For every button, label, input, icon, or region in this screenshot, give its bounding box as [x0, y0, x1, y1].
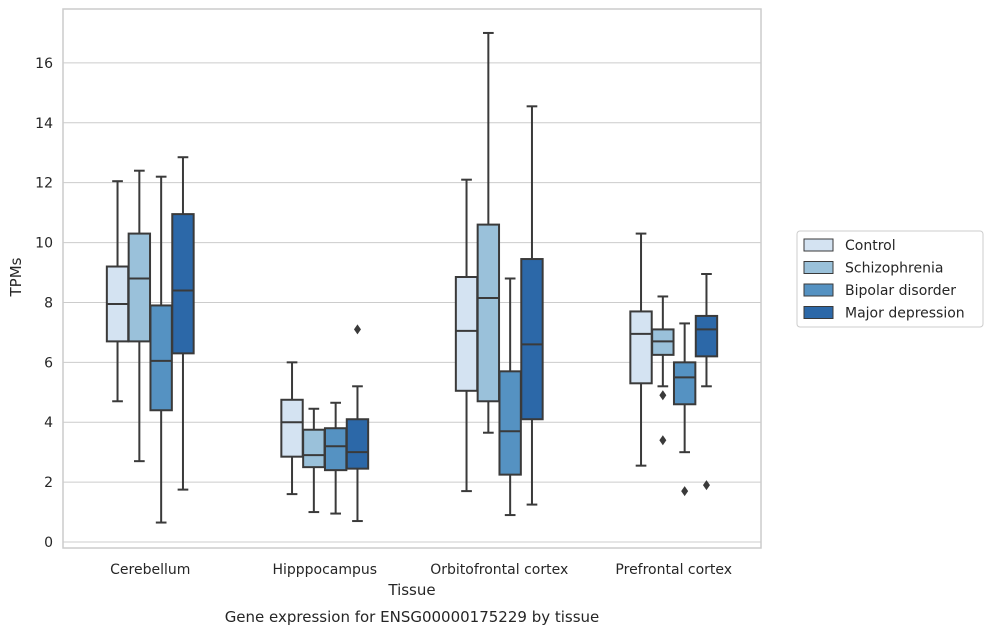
y-axis-label: TPMs — [7, 257, 25, 297]
series-3 — [149, 175, 697, 524]
legend-swatch — [803, 283, 834, 297]
x-tick-label-3: Orbitofrontal cortex — [430, 562, 568, 578]
y-tick-label-16: 16 — [35, 56, 53, 72]
series-4 — [171, 105, 719, 523]
legend-label: Bipolar disorder — [845, 283, 956, 299]
outlier-point-1 — [659, 390, 667, 401]
box-1-2 — [280, 361, 304, 496]
series-2 — [127, 31, 675, 514]
x-tick-label-1: Cerebellum — [110, 562, 190, 578]
figure-caption: Gene expression for ENSG00000175229 by t… — [225, 608, 600, 626]
box-iqr — [629, 310, 653, 385]
box-series — [105, 31, 719, 524]
box-iqr — [345, 418, 370, 470]
legend-swatch — [803, 238, 834, 252]
legend-item-3: Bipolar disorder — [803, 283, 956, 299]
box-iqr — [694, 314, 719, 358]
y-tick-label-0: 0 — [44, 535, 53, 551]
box-iqr — [498, 370, 522, 476]
outlier-point-1 — [353, 324, 361, 335]
box-iqr — [454, 276, 479, 392]
box-3-1 — [149, 175, 173, 524]
x-tick-label-2: Hipppocampus — [272, 562, 377, 578]
box-3-3 — [498, 277, 522, 517]
legend: Control Schizophrenia Bipolar disorder Majo… — [796, 230, 984, 328]
y-tick-label-4: 4 — [44, 415, 53, 431]
box-3-2 — [323, 401, 348, 515]
box-iqr — [672, 361, 697, 406]
box-iqr — [280, 398, 304, 458]
x-axis-label: Tissue — [387, 581, 435, 599]
box-2-3 — [476, 31, 501, 434]
legend-label: Control — [845, 238, 896, 254]
outlier-point-2 — [659, 435, 667, 446]
x-tick-label-4: Prefrontal cortex — [615, 562, 732, 578]
box-1-3 — [454, 178, 479, 493]
box-2-1 — [127, 169, 152, 463]
grid-lines — [63, 62, 761, 543]
y-tick-label-12: 12 — [35, 176, 53, 192]
x-axis-ticks: Cerebellum Hipppocampus Orbitofrontal cort… — [110, 562, 732, 578]
y-tick-label-10: 10 — [35, 236, 53, 252]
box-2-2 — [302, 407, 326, 514]
y-tick-label-14: 14 — [35, 116, 53, 132]
box-iqr — [171, 213, 195, 355]
plot-frame — [62, 8, 762, 549]
box-iqr — [149, 304, 173, 412]
legend-items: Control Schizophrenia Bipolar disorder Majo… — [803, 238, 965, 322]
box-2-4 — [651, 295, 675, 446]
box-3-4 — [672, 322, 697, 497]
box-4-2 — [345, 324, 370, 523]
box-4-4 — [694, 273, 719, 491]
y-tick-label-2: 2 — [44, 475, 53, 491]
legend-frame — [796, 230, 984, 328]
box-iqr — [323, 427, 348, 472]
box-iqr — [127, 232, 152, 343]
legend-item-1: Control — [803, 238, 896, 254]
y-axis-ticks: 0 2 4 6 8 10 12 14 16 — [35, 56, 53, 551]
legend-label: Major depression — [845, 306, 965, 322]
outlier-point-1 — [681, 486, 689, 497]
y-tick-label-6: 6 — [44, 355, 53, 371]
legend-swatch — [803, 261, 834, 274]
box-iqr — [520, 258, 544, 421]
legend-swatch — [803, 306, 834, 319]
box-iqr — [302, 428, 326, 469]
outlier-point-1 — [702, 480, 710, 491]
box-4-1 — [171, 156, 195, 491]
box-iqr — [476, 223, 501, 403]
legend-item-4: Major depression — [803, 306, 965, 322]
legend-item-2: Schizophrenia — [803, 261, 943, 277]
box-4-3 — [520, 105, 544, 506]
y-tick-label-8: 8 — [44, 295, 53, 311]
legend-label: Schizophrenia — [845, 261, 943, 277]
